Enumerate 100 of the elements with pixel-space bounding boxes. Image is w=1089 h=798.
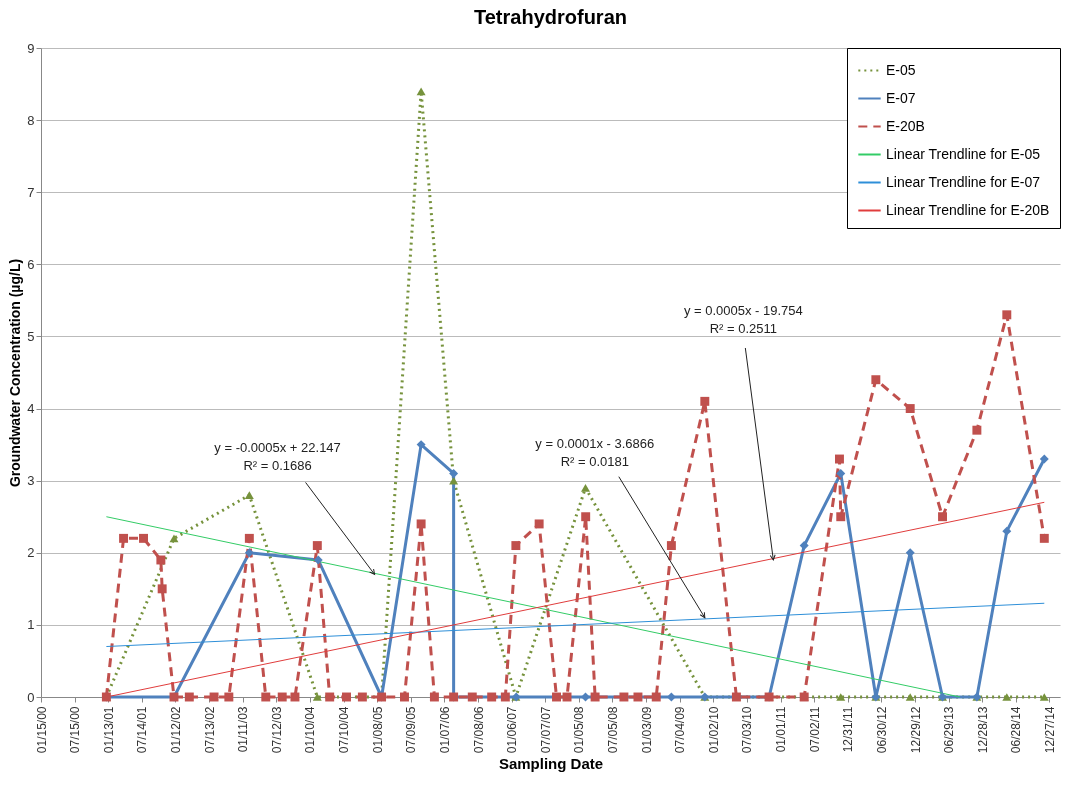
point <box>500 692 510 702</box>
point <box>139 533 148 543</box>
x-tick-label: 07/07/07 <box>538 706 553 754</box>
point <box>1002 693 1012 701</box>
point <box>1039 693 1049 701</box>
point <box>562 692 572 702</box>
x-tick-label: 01/01/11 <box>774 706 789 753</box>
x-tick-label: 01/11/03 <box>236 706 251 753</box>
x-tick-label: 07/03/10 <box>740 706 755 754</box>
point <box>552 692 561 702</box>
x-tick-label: 06/30/12 <box>874 706 889 754</box>
point <box>325 692 335 702</box>
point <box>244 491 254 499</box>
y-tick-label: 3 <box>27 473 35 489</box>
x-tick-label: 07/05/08 <box>605 706 620 754</box>
point <box>157 584 167 594</box>
point <box>534 519 544 529</box>
x-tick-label: 01/13/01 <box>101 706 116 754</box>
x-tick-label: 06/28/14 <box>1009 706 1024 754</box>
y-axis-title: Groundwater Concentration (µg/L) <box>7 258 24 488</box>
point <box>799 541 809 551</box>
point <box>449 468 459 478</box>
point <box>209 692 219 702</box>
x-tick-label: 12/31/11 <box>841 706 856 753</box>
point <box>619 692 629 702</box>
point <box>400 692 409 702</box>
point <box>836 468 846 478</box>
x-tick-label: 06/29/13 <box>942 706 957 754</box>
point <box>312 693 322 701</box>
chart-title: Tetrahydrofuran <box>474 6 627 28</box>
point <box>1002 526 1012 536</box>
point <box>290 692 300 702</box>
x-tick-label: 01/03/09 <box>639 706 654 754</box>
point <box>834 454 844 464</box>
x-tick-label: 12/27/14 <box>1042 706 1057 754</box>
annotation: y = -0.0005x + 22.147 R² = 0.1686 <box>214 440 341 474</box>
point <box>357 692 367 702</box>
point <box>905 693 915 701</box>
x-tick-label: 01/08/05 <box>370 706 385 754</box>
legend-label: E-07 <box>886 89 916 106</box>
point <box>1039 533 1049 543</box>
x-tick-label: 01/05/08 <box>572 706 587 754</box>
point <box>700 396 710 406</box>
point <box>487 692 497 702</box>
annotation: y = 0.0005x - 19.754 R² = 0.2511 <box>683 302 803 336</box>
x-tick-label: 07/09/05 <box>404 706 419 754</box>
point <box>184 692 194 702</box>
x-tick-label: 01/07/06 <box>437 706 452 754</box>
point <box>261 692 271 702</box>
y-tick-label: 8 <box>27 112 35 128</box>
point <box>905 404 915 414</box>
point <box>666 541 676 551</box>
x-tick-label: 01/15/00 <box>34 706 49 754</box>
x-tick-label: 07/12/03 <box>269 706 284 754</box>
x-tick-label: 07/14/01 <box>135 706 150 754</box>
point <box>312 541 322 551</box>
x-tick-label: 07/02/11 <box>807 706 822 753</box>
legend-label: E-05 <box>886 61 916 78</box>
x-tick-label: 01/06/07 <box>505 706 520 754</box>
legend-label: Linear Trendline for E-05 <box>886 145 1041 162</box>
y-tick-label: 4 <box>27 401 35 417</box>
y-tick-label: 0 <box>27 689 35 705</box>
point <box>836 512 846 522</box>
point <box>224 692 234 702</box>
point <box>119 533 129 543</box>
x-tick-label: 12/29/12 <box>908 706 923 754</box>
point <box>277 692 287 702</box>
y-tick-label: 5 <box>27 328 35 344</box>
point <box>156 555 166 565</box>
x-tick-label: 07/15/00 <box>68 706 83 754</box>
x-tick-label: 07/10/04 <box>337 706 352 754</box>
point <box>342 692 351 702</box>
x-tick-label: 07/13/02 <box>202 706 217 754</box>
point <box>244 533 254 543</box>
x-tick-label: 01/10/04 <box>303 706 318 754</box>
point <box>244 548 254 558</box>
point <box>1039 454 1049 464</box>
point <box>836 693 846 701</box>
point <box>590 692 600 702</box>
point <box>511 541 521 551</box>
point <box>1002 310 1012 320</box>
point <box>871 375 881 385</box>
y-tick-label: 2 <box>27 545 35 561</box>
point <box>449 476 459 485</box>
point <box>938 512 947 522</box>
point <box>651 692 661 702</box>
annotation: y = 0.0001x - 3.6866 R² = 0.0181 <box>535 435 655 469</box>
legend-label: E-20B <box>886 117 925 134</box>
point <box>416 519 426 529</box>
point <box>633 692 643 702</box>
legend-label: Linear Trendline for E-07 <box>886 173 1041 190</box>
y-tick-label: 9 <box>27 40 35 56</box>
x-tick-label: 12/28/13 <box>975 706 990 754</box>
point <box>467 692 477 702</box>
x-tick-label: 07/04/09 <box>673 706 688 754</box>
y-tick-label: 1 <box>27 617 35 633</box>
x-tick-label: 01/02/10 <box>706 706 721 754</box>
legend-label: Linear Trendline for E-20B <box>886 201 1050 218</box>
x-tick-label: 07/08/06 <box>471 706 486 754</box>
point <box>416 87 426 96</box>
